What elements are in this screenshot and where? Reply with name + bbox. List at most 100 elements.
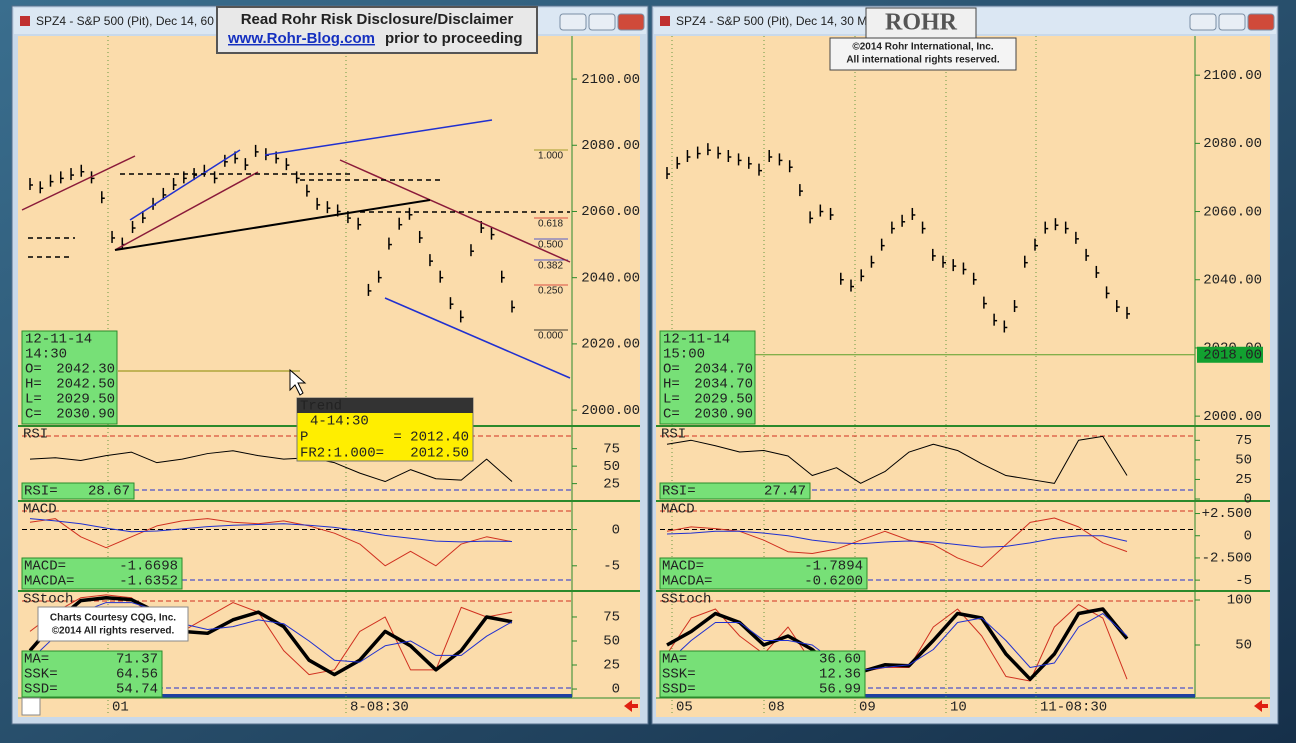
readout-value: 54.74	[116, 682, 158, 698]
fib-label: 0.382	[538, 261, 563, 272]
y-tick-label: 75	[1235, 433, 1252, 449]
panel-label: SStoch	[23, 592, 73, 608]
y-tick-label: 2080.00	[1203, 136, 1262, 152]
panel-label: RSI	[23, 427, 48, 443]
info-time: 15:00	[663, 347, 705, 363]
chart-bg	[656, 36, 1270, 717]
y-tick-label: 2000.00	[581, 403, 640, 419]
time-label: 05	[676, 700, 693, 716]
scroll-arrow[interactable]	[624, 700, 638, 712]
scroll-arrow[interactable]	[1254, 700, 1268, 712]
time-label: 08	[768, 700, 785, 716]
info-time: 14:30	[25, 347, 67, 363]
readout-key: MACDA=	[662, 574, 712, 590]
indicator-line	[666, 613, 1128, 671]
info-value: 2029.50	[694, 392, 753, 408]
trend-line	[129, 149, 241, 221]
info-date: 12-11-14	[25, 332, 92, 348]
trend-line	[264, 119, 493, 156]
info-value: 2030.90	[56, 407, 115, 423]
panel-label: SStoch	[661, 592, 711, 608]
info-value: 2034.70	[694, 362, 753, 378]
y-tick-label: 0	[612, 522, 620, 538]
y-tick-label: 0	[1244, 492, 1252, 508]
time-label: 09	[859, 700, 876, 716]
readout-value: 56.99	[819, 682, 861, 698]
readout-value: 12.36	[819, 667, 861, 683]
readout-key: MA=	[662, 652, 687, 668]
indicator-line	[28, 596, 513, 677]
indicator-line	[29, 602, 513, 663]
info-box	[21, 330, 118, 425]
readout-box	[659, 482, 811, 500]
info-key: C=	[25, 407, 42, 423]
fib-label: 0.618	[538, 219, 563, 230]
indicator-line	[29, 450, 513, 483]
trend-line	[114, 199, 431, 251]
session-strip	[22, 694, 572, 698]
indicator-line	[666, 435, 1128, 484]
popup-key: P	[300, 430, 308, 446]
readout-value: -1.7894	[804, 559, 863, 575]
y-tick-label: 25	[603, 476, 620, 492]
logo-box	[865, 7, 977, 39]
y-tick-label: 25	[1235, 472, 1252, 488]
info-key: H=	[663, 377, 680, 393]
indicator-line	[29, 518, 513, 543]
y-tick-label: -5	[1235, 573, 1252, 589]
copyright-box	[829, 37, 1017, 71]
y-tick-label: 50	[1235, 453, 1252, 469]
popup-header	[297, 398, 473, 413]
close-button[interactable]	[1247, 13, 1275, 31]
credit-line: ©2014 All rights reserved.	[52, 626, 175, 637]
panel-label: RSI	[661, 427, 686, 443]
indicator-line	[666, 517, 1128, 568]
panel-label: MACD	[23, 502, 57, 518]
readout-key: RSI=	[662, 484, 696, 500]
indicator-line	[666, 604, 1128, 682]
mouse-cursor	[289, 368, 307, 396]
fib-label: 0.250	[538, 286, 563, 297]
copyright-line: ©2014 Rohr International, Inc.	[852, 42, 994, 53]
readout-box	[659, 557, 868, 590]
y-tick-label: 75	[603, 610, 620, 626]
readout-value: 27.47	[764, 484, 806, 500]
info-key: C=	[663, 407, 680, 423]
info-box	[659, 330, 756, 425]
fib-label: 1.000	[538, 151, 563, 162]
window-button[interactable]	[1218, 13, 1246, 31]
y-tick-label: 2080.00	[581, 138, 640, 154]
disclaimer-link[interactable]: www.Rohr-Blog.com	[227, 30, 375, 47]
info-key: L=	[663, 392, 680, 408]
readout-key: SSK=	[24, 667, 58, 683]
info-date: 12-11-14	[663, 332, 730, 348]
trend-line	[114, 171, 259, 251]
readout-key: SSD=	[662, 682, 696, 698]
y-tick-label: -5	[603, 559, 620, 575]
popup-key: FR2:1.000=	[300, 446, 384, 462]
readout-value: 36.60	[819, 652, 861, 668]
info-value: 2042.30	[56, 362, 115, 378]
title-icon	[660, 16, 670, 26]
readout-key: MA=	[24, 652, 49, 668]
time-label: 11-08:30	[1040, 700, 1107, 716]
y-tick-label: 100	[1227, 593, 1252, 609]
y-tick-label: 2000.00	[1203, 409, 1262, 425]
readout-value: 28.67	[88, 484, 130, 500]
indicator-line	[666, 530, 1128, 548]
y-tick-label: 50	[603, 459, 620, 475]
title-icon	[20, 16, 30, 26]
disclaimer-line: prior to proceeding	[385, 30, 523, 47]
popup-value: 2012.50	[410, 446, 469, 462]
window-button[interactable]	[559, 13, 587, 31]
y-tick-label: -2.500	[1202, 551, 1252, 567]
logo-text: ROHR	[885, 10, 958, 36]
window-button[interactable]	[1189, 13, 1217, 31]
window-title: SPZ4 - S&P 500 (Pit), Dec 14, 30 Min	[676, 14, 877, 28]
readout-value: 64.56	[116, 667, 158, 683]
popup-time: 4-14:30	[310, 414, 369, 430]
window-button[interactable]	[588, 13, 616, 31]
close-button[interactable]	[617, 13, 645, 31]
popup-title: Trend	[300, 399, 342, 415]
